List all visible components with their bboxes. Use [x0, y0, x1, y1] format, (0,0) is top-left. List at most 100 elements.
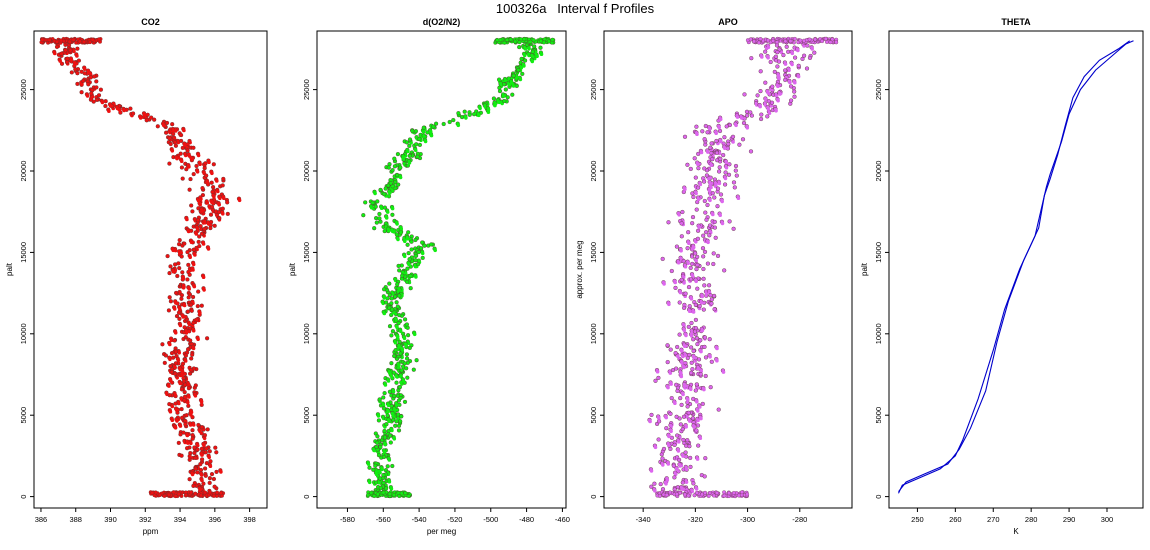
data-point: [103, 99, 108, 104]
data-point: [714, 131, 718, 135]
data-point: [173, 494, 178, 499]
data-point: [773, 54, 778, 59]
data-point: [382, 435, 388, 440]
data-point: [405, 356, 410, 361]
data-point: [404, 366, 409, 371]
data-point: [672, 475, 677, 480]
data-point: [396, 412, 401, 417]
x-tick-label: -340: [636, 515, 651, 524]
data-point: [215, 179, 219, 183]
data-point: [407, 257, 412, 262]
data-point: [200, 478, 204, 483]
data-point: [168, 378, 173, 383]
data-point: [187, 292, 192, 297]
data-point: [748, 110, 753, 115]
data-point: [177, 238, 182, 243]
data-point: [707, 233, 712, 238]
y-tick-label: 25000: [589, 79, 598, 100]
data-point: [694, 428, 699, 433]
data-point: [679, 248, 683, 253]
data-point: [407, 143, 412, 148]
data-point: [783, 77, 788, 82]
panel-3: APO -340 -320 -300 -280 0 5000 10000 15000 20000 2…: [575, 17, 853, 524]
data-point: [167, 393, 172, 398]
data-point: [690, 274, 695, 278]
data-point: [686, 397, 690, 402]
data-point: [706, 150, 710, 154]
data-point: [664, 415, 668, 420]
data-point: [387, 162, 392, 167]
data-point: [717, 181, 722, 186]
data-point: [94, 97, 100, 102]
data-point: [673, 366, 679, 371]
data-point: [673, 401, 677, 406]
data-point: [211, 185, 216, 190]
data-point: [168, 299, 173, 304]
data-point: [407, 160, 412, 165]
data-point: [171, 269, 176, 274]
data-point: [686, 285, 692, 290]
data-point: [503, 87, 508, 92]
data-point: [149, 115, 154, 120]
data-point: [375, 492, 380, 497]
data-point: [205, 336, 210, 341]
data-point: [694, 207, 699, 212]
data-point: [168, 342, 172, 347]
data-point: [198, 429, 202, 434]
data-point: [191, 145, 196, 150]
data-point: [175, 273, 180, 279]
data-point: [221, 212, 225, 216]
data-point: [376, 418, 381, 423]
data-point: [402, 361, 407, 366]
data-point: [694, 490, 699, 495]
data-point: [369, 205, 374, 210]
data-point: [177, 401, 181, 406]
data-point: [217, 216, 222, 221]
data-point: [510, 81, 514, 85]
data-point: [698, 338, 703, 343]
data-point: [668, 347, 673, 352]
data-point: [388, 433, 393, 438]
data-point: [207, 449, 212, 454]
data-point: [203, 161, 208, 166]
x-tick-label: 250: [911, 515, 924, 524]
data-point: [774, 94, 779, 98]
data-point: [393, 340, 398, 345]
data-point: [199, 399, 204, 404]
y-tick-label: 20000: [874, 161, 883, 182]
data-point: [173, 361, 178, 366]
data-point: [382, 192, 387, 197]
data-point: [807, 55, 813, 60]
data-point: [185, 433, 190, 438]
data-point: [195, 470, 200, 475]
data-point: [745, 126, 750, 130]
data-point: [397, 268, 402, 273]
data-point: [199, 303, 204, 308]
data-point: [766, 38, 771, 43]
data-point: [195, 247, 199, 252]
data-point: [378, 476, 383, 481]
data-point: [195, 218, 200, 223]
data-point: [414, 142, 419, 147]
data-point: [221, 176, 226, 181]
data-point: [695, 228, 701, 233]
x-axis-label: ppm: [143, 527, 159, 536]
data-point: [381, 406, 387, 411]
data-point: [203, 490, 208, 495]
data-point: [377, 397, 382, 402]
data-point: [195, 170, 200, 174]
data-point: [520, 71, 525, 76]
data-point: [535, 54, 539, 58]
data-point: [720, 199, 724, 204]
data-point: [510, 92, 515, 97]
data-point: [173, 143, 178, 148]
data-point: [382, 311, 387, 316]
data-point: [178, 323, 183, 328]
data-point: [85, 94, 90, 98]
data-point: [189, 308, 194, 313]
data-point: [703, 355, 709, 360]
data-point: [372, 226, 377, 231]
data-point: [385, 413, 390, 418]
data-point: [190, 352, 195, 357]
data-point: [763, 49, 768, 54]
